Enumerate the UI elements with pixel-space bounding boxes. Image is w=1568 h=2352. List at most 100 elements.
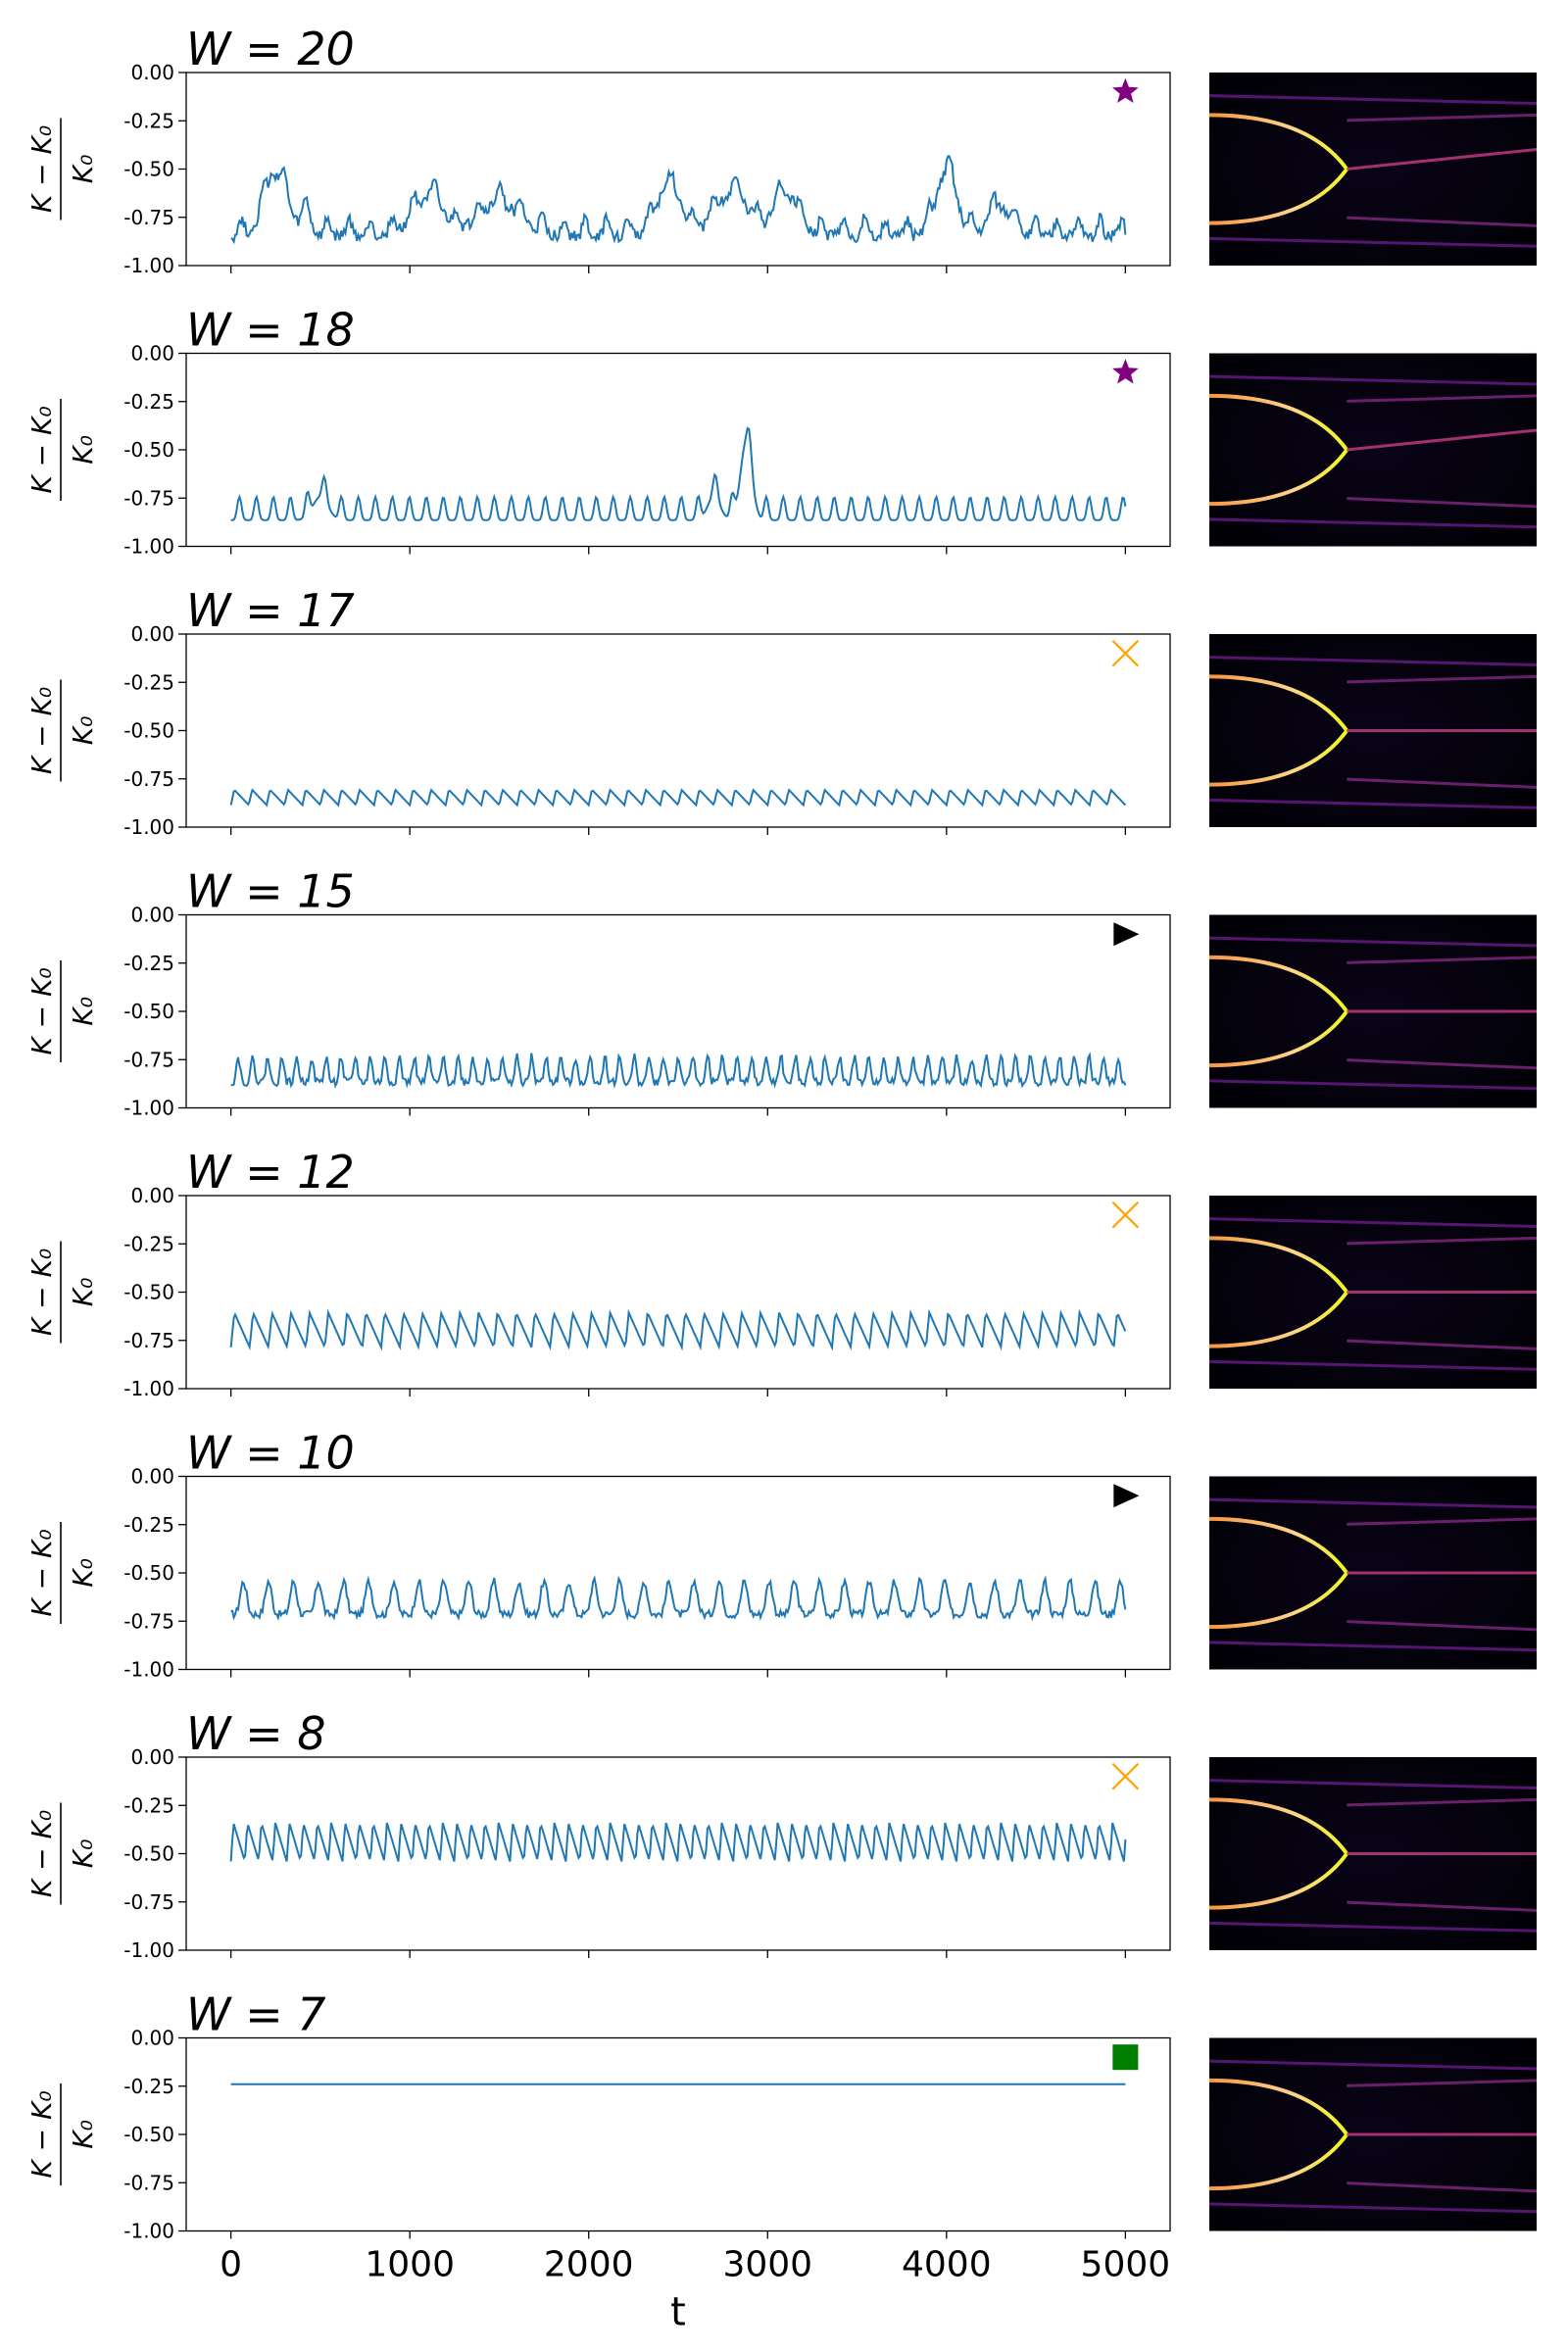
panel-15: W = 15 0.00 -0.25 -0.50 -0.75 -1.00 K − K₀ K₀ (25, 865, 1538, 1120)
panel-7: W = 7 0.00 -0.25 -0.50 -0.75 -1.00 K − K₀ K₀ (25, 1988, 1538, 2243)
y-tick-label: -0.25 (123, 952, 174, 975)
heatmap-7 (1208, 2037, 1538, 2231)
y-axis-label: K − K₀ K₀ (25, 960, 99, 1062)
y-label-numerator: K − K₀ (25, 2090, 58, 2178)
axes-frame (185, 633, 1171, 828)
y-label-denominator: K₀ (67, 716, 99, 746)
y-tick-label: -0.25 (123, 390, 174, 414)
y-label-denominator: K₀ (67, 997, 99, 1026)
x-tick-label: 4000 (902, 2245, 992, 2285)
x-tick-label: 3000 (722, 2245, 812, 2285)
heatmap-branch (1347, 148, 1538, 171)
y-axis-label: K − K₀ K₀ (25, 399, 99, 501)
y-tick-label: -0.75 (123, 1048, 174, 1071)
y-tick-label: 0.00 (130, 622, 174, 646)
heatmap-branch (1208, 1079, 1538, 1091)
y-axis-label: K − K₀ K₀ (25, 1802, 99, 1905)
heatmap-branch (1208, 236, 1538, 248)
y-label-numerator: K − K₀ (25, 687, 58, 774)
heatmap-branch (1208, 2059, 1538, 2071)
y-tick-label: -0.50 (123, 2123, 174, 2146)
heatmap-branch (1208, 656, 1538, 667)
y-tick-label: -0.75 (123, 767, 174, 791)
axes-frame (185, 352, 1171, 548)
y-tick-label: 0.00 (130, 61, 174, 84)
y-tick-label: 0.00 (130, 1184, 174, 1207)
series-line (230, 1052, 1127, 1089)
heatmap-branch (1208, 1217, 1538, 1229)
y-axis-label: K − K₀ K₀ (25, 2083, 99, 2185)
heatmap-branch (1347, 956, 1538, 964)
y-label-denominator: K₀ (67, 1278, 99, 1307)
panel-title: W = 7 (186, 1988, 326, 2041)
heatmap-branch (1347, 1339, 1538, 1350)
y-tick-label: -0.25 (123, 109, 174, 132)
y-axis-label: K − K₀ K₀ (25, 679, 99, 782)
y-tick-label: -0.50 (123, 438, 174, 462)
axes-frame (185, 1756, 1171, 1951)
heatmap-15 (1208, 914, 1538, 1108)
series-line (230, 426, 1127, 521)
y-tick-label: 0.00 (130, 904, 174, 927)
heatmap-12 (1208, 1196, 1538, 1389)
y-tick-label: -1.00 (123, 1097, 174, 1120)
panel-17: W = 17 0.00 -0.25 -0.50 -0.75 -1.00 K − K₀ K₀ (25, 584, 1538, 839)
axes-frame (185, 1475, 1171, 1671)
heatmap-background (1209, 353, 1537, 547)
y-tick-label: 0.00 (130, 1465, 174, 1489)
panel-10: W = 10 0.00 -0.25 -0.50 -0.75 -1.00 K − K₀ K₀ (25, 1427, 1538, 1682)
series-line (230, 155, 1127, 245)
axes-frame (185, 1195, 1171, 1390)
y-tick-label: 0.00 (130, 342, 174, 366)
heatmap-branch (1208, 936, 1538, 948)
y-tick-label: -1.00 (123, 535, 174, 559)
y-tick-label: -0.25 (123, 670, 174, 694)
heatmap-branch (1347, 674, 1538, 684)
y-tick-label: -1.00 (123, 2220, 174, 2243)
panel-20: W = 20 0.00 -0.25 -0.50 -0.75 -1.00 K − K₀ K₀ (25, 23, 1538, 277)
y-tick-label: -0.50 (123, 1561, 174, 1585)
y-label-denominator: K₀ (67, 1558, 99, 1588)
heatmap-branch (1347, 1058, 1538, 1070)
heatmap-branch (1347, 777, 1538, 789)
panel-title: W = 17 (186, 584, 355, 637)
square-marker (1112, 2044, 1139, 2071)
axes-frame (185, 72, 1171, 267)
heatmap-branch (1208, 517, 1538, 529)
x-tick-label: 2000 (544, 2245, 634, 2285)
heatmap-branch (1208, 1497, 1538, 1509)
y-label-numerator: K − K₀ (25, 1529, 58, 1616)
y-tick-label: -0.50 (123, 1281, 174, 1304)
y-tick-label: -0.25 (123, 1793, 174, 1817)
heatmap-branch (1347, 216, 1538, 227)
heatmap-branch (1347, 1620, 1538, 1632)
y-tick-label: -0.75 (123, 1329, 174, 1352)
panel-title: W = 12 (186, 1146, 355, 1199)
heatmap-branch (1347, 1797, 1538, 1807)
y-tick-label: -1.00 (123, 1658, 174, 1682)
y-label-denominator: K₀ (67, 2120, 99, 2149)
y-tick-label: -0.50 (123, 719, 174, 743)
y-axis-label: K − K₀ K₀ (25, 1522, 99, 1624)
heatmap-10 (1208, 1476, 1538, 1670)
panel-title: W = 15 (186, 865, 355, 918)
y-tick-label: 0.00 (130, 2027, 174, 2050)
heatmap-branch (1208, 798, 1538, 809)
heatmap-branch (1347, 1900, 1538, 1912)
heatmap-branch (1347, 1236, 1538, 1246)
y-axis-label: K − K₀ K₀ (25, 118, 99, 220)
axes-frame (185, 913, 1171, 1109)
panel-title: W = 10 (186, 1427, 355, 1480)
y-tick-label: -0.75 (123, 486, 174, 510)
series-line (229, 1308, 1127, 1351)
y-tick-label: -0.75 (123, 1609, 174, 1633)
panel-12: W = 12 0.00 -0.25 -0.50 -0.75 -1.00 K − K₀ K₀ (25, 1146, 1538, 1400)
y-tick-label: 0.00 (130, 1745, 174, 1769)
y-tick-label: -0.75 (123, 1890, 174, 1914)
y-tick-label: -1.00 (123, 1938, 174, 1962)
y-tick-label: -0.50 (123, 1842, 174, 1866)
y-label-denominator: K₀ (67, 155, 99, 184)
heatmap-branch (1208, 1779, 1538, 1790)
heatmap-branch (1347, 2079, 1538, 2087)
